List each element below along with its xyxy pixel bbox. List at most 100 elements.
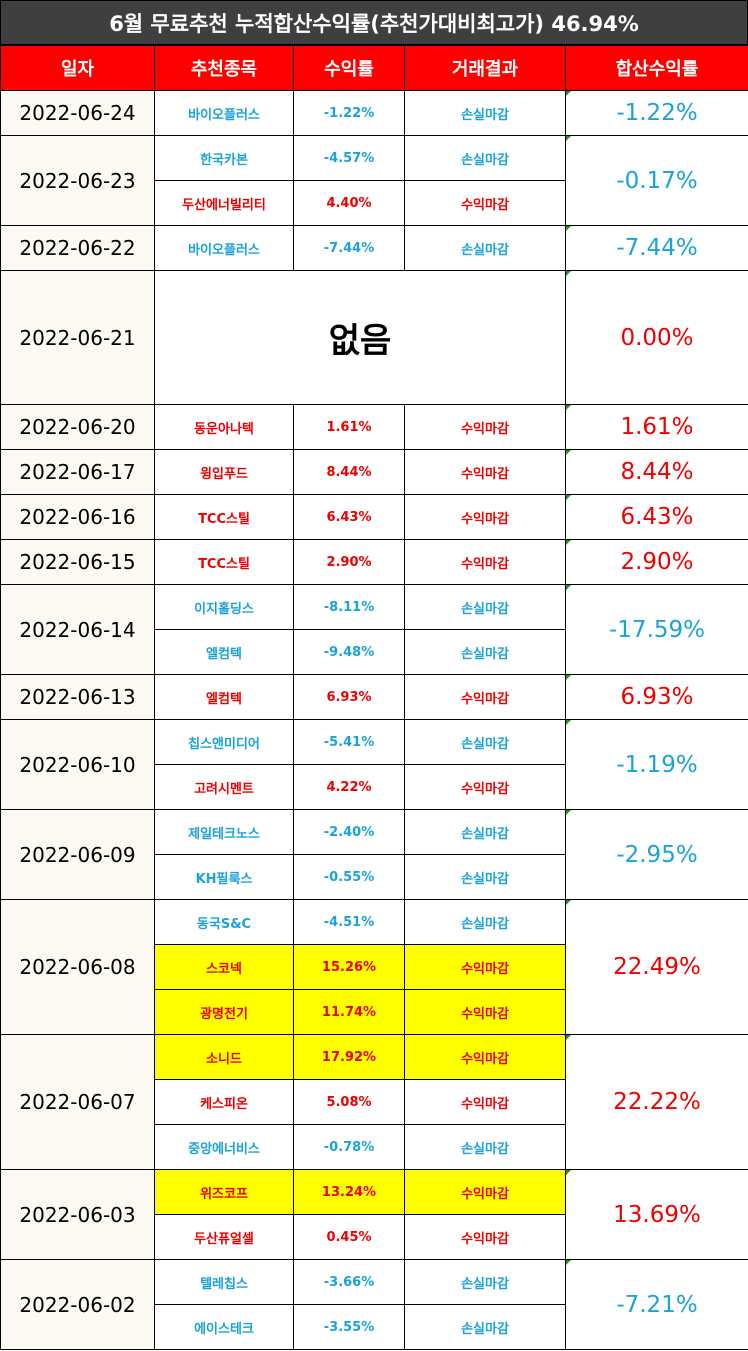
date-cell: 2022-06-02 [0, 1259, 155, 1350]
table-row: 2022-06-02 텔레칩스 -3.66% 손실마감 -7.21% [0, 1259, 748, 1350]
header-date: 일자 [0, 45, 155, 91]
date-cell: 2022-06-10 [0, 719, 155, 810]
table-row: 에이스테크 -3.55% 손실마감 [1, 1304, 748, 1350]
result-cell: 손실마감 [404, 809, 566, 855]
date-cell: 2022-06-21 [0, 270, 155, 405]
cumulative-return-cell: 8.44% [565, 449, 748, 495]
cumulative-return-cell: -2.95% [565, 809, 748, 900]
no-recommendation-cell: 없음 [154, 270, 566, 405]
stock-name-cell: 스코넥 [154, 944, 294, 990]
stock-name-cell: KH필룩스 [154, 854, 294, 900]
stock-name-cell: 텔레칩스 [154, 1259, 294, 1305]
table-row: 2022-06-03 위즈코프 13.24% 수익마감 13.69% [0, 1169, 748, 1260]
header-result: 거래결과 [404, 45, 566, 91]
stock-name-cell: TCC스틸 [154, 539, 294, 585]
date-cell: 2022-06-23 [0, 135, 155, 226]
result-cell: 수익마감 [404, 1034, 566, 1080]
recommendation-table: 일자 추천종목 수익률 거래결과 합산수익률 2022-06-24 바이오플러스 -… [0, 45, 748, 1350]
stock-name-cell: 바이오플러스 [154, 225, 294, 271]
table-row: 2022-06-08 동국S&C -4.51% 손실마감 22.49% [0, 899, 748, 1035]
page-title: 6월 무료추천 누적합산수익률(추천가대비최고가) 46.94% [0, 0, 748, 45]
cumulative-return-cell: -1.19% [565, 719, 748, 810]
date-cell: 2022-06-24 [0, 90, 155, 136]
return-cell: 6.43% [293, 494, 405, 540]
result-cell: 수익마감 [404, 180, 566, 226]
return-cell: -8.11% [293, 584, 405, 630]
table-row: 2022-06-21 없음 0.00% [0, 270, 748, 405]
result-cell: 수익마감 [404, 989, 566, 1035]
result-cell: 손실마감 [404, 629, 566, 675]
return-cell: 15.26% [293, 944, 405, 990]
date-cell: 2022-06-13 [0, 674, 155, 720]
stock-name-cell: 중앙에너비스 [154, 1124, 294, 1170]
return-cell: 5.08% [293, 1079, 405, 1125]
stock-name-cell: 동국S&C [154, 899, 294, 945]
return-cell: -1.22% [293, 90, 405, 136]
date-cell: 2022-06-22 [0, 225, 155, 271]
return-cell: -3.55% [293, 1304, 405, 1350]
cumulative-return-cell: -0.17% [565, 135, 748, 226]
table-row: 2022-06-15 TCC스틸 2.90% 수익마감 2.90% [0, 539, 748, 585]
result-cell: 수익마감 [404, 449, 566, 495]
date-cell: 2022-06-08 [0, 899, 155, 1035]
table-row: 2022-06-22 바이오플러스 -7.44% 손실마감 -7.44% [0, 225, 748, 271]
return-cell: 6.93% [293, 674, 405, 720]
result-cell: 수익마감 [404, 944, 566, 990]
cumulative-return-cell: 6.93% [565, 674, 748, 720]
table-row: 2022-06-16 TCC스틸 6.43% 수익마감 6.43% [0, 494, 748, 540]
stock-name-cell: 광명전기 [154, 989, 294, 1035]
stock-name-cell: 동운아나텍 [154, 404, 294, 450]
date-cell: 2022-06-09 [0, 809, 155, 900]
result-cell: 손실마감 [404, 1124, 566, 1170]
return-cell: -0.78% [293, 1124, 405, 1170]
stock-name-cell: 소니드 [154, 1034, 294, 1080]
return-cell: 11.74% [293, 989, 405, 1035]
return-cell: 1.61% [293, 404, 405, 450]
stock-name-cell: 케스피온 [154, 1079, 294, 1125]
stock-name-cell: 윙입푸드 [154, 449, 294, 495]
return-cell: 17.92% [293, 1034, 405, 1080]
return-cell: -2.40% [293, 809, 405, 855]
return-cell: -4.51% [293, 899, 405, 945]
result-cell: 손실마감 [404, 1304, 566, 1350]
return-cell: -0.55% [293, 854, 405, 900]
date-cell: 2022-06-15 [0, 539, 155, 585]
cumulative-return-cell: 6.43% [565, 494, 748, 540]
result-cell: 수익마감 [404, 764, 566, 810]
result-cell: 수익마감 [404, 1214, 566, 1260]
cumulative-return-cell: 13.69% [565, 1169, 748, 1260]
stock-name-cell: 고려시멘트 [154, 764, 294, 810]
date-cell: 2022-06-07 [0, 1034, 155, 1170]
table-row: 2022-06-13 엘컴텍 6.93% 수익마감 6.93% [0, 674, 748, 720]
return-cell: -7.44% [293, 225, 405, 271]
header-stock: 추천종목 [154, 45, 294, 91]
return-cell: 8.44% [293, 449, 405, 495]
table-row: 중앙에너비스 -0.78% 손실마감 [1, 1124, 748, 1170]
cumulative-return-cell: -1.22% [565, 90, 748, 136]
result-cell: 손실마감 [404, 90, 566, 136]
stock-name-cell: 엘컴텍 [154, 629, 294, 675]
stock-name-cell: 엘컴텍 [154, 674, 294, 720]
result-cell: 손실마감 [404, 584, 566, 630]
result-cell: 손실마감 [404, 854, 566, 900]
result-cell: 손실마감 [404, 225, 566, 271]
cumulative-return-cell: 0.00% [565, 270, 748, 405]
result-cell: 손실마감 [404, 899, 566, 945]
cumulative-return-cell: 2.90% [565, 539, 748, 585]
return-cell: 4.40% [293, 180, 405, 226]
date-cell: 2022-06-14 [0, 584, 155, 675]
table-row: 케스피온 5.08% 수익마감 [1, 1079, 748, 1125]
result-cell: 수익마감 [404, 674, 566, 720]
date-cell: 2022-06-03 [0, 1169, 155, 1260]
date-cell: 2022-06-17 [0, 449, 155, 495]
result-cell: 수익마감 [404, 1079, 566, 1125]
stock-name-cell: 에이스테크 [154, 1304, 294, 1350]
result-cell: 수익마감 [404, 404, 566, 450]
return-cell: -9.48% [293, 629, 405, 675]
table-row: 2022-06-20 동운아나텍 1.61% 수익마감 1.61% [0, 404, 748, 450]
header-row: 일자 추천종목 수익률 거래결과 합산수익률 [0, 45, 748, 91]
result-cell: 수익마감 [404, 1169, 566, 1215]
stock-name-cell: 칩스앤미디어 [154, 719, 294, 765]
cumulative-return-cell: -17.59% [565, 584, 748, 675]
